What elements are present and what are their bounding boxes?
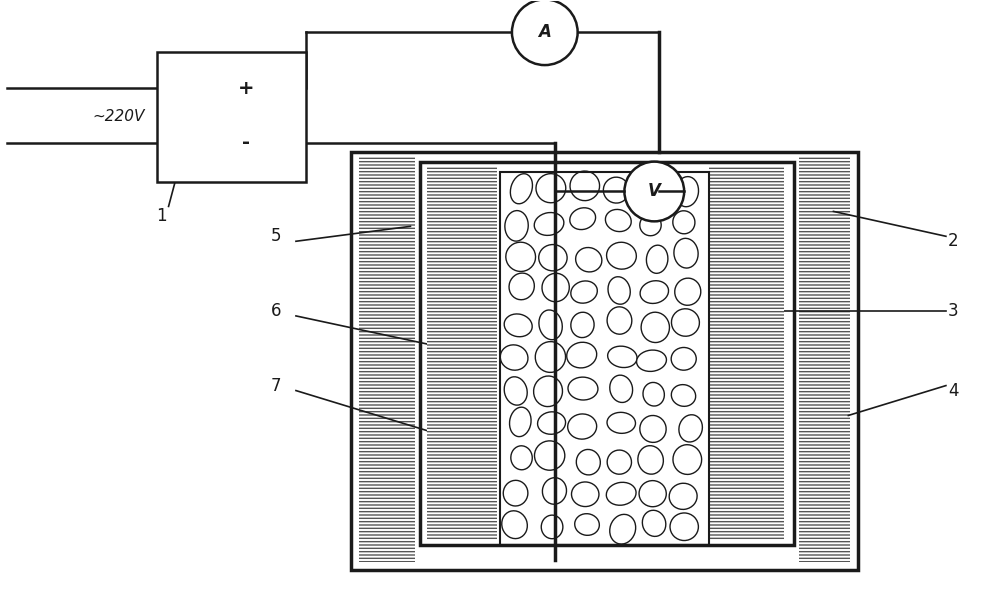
Ellipse shape xyxy=(605,209,631,232)
Ellipse shape xyxy=(675,176,699,207)
Bar xyxy=(709,167,784,540)
Ellipse shape xyxy=(640,215,661,236)
Ellipse shape xyxy=(567,342,597,368)
Ellipse shape xyxy=(576,247,602,272)
Ellipse shape xyxy=(638,446,663,474)
Ellipse shape xyxy=(500,345,528,370)
Ellipse shape xyxy=(607,450,631,474)
Ellipse shape xyxy=(538,412,566,434)
Ellipse shape xyxy=(568,377,598,400)
Text: 1: 1 xyxy=(156,207,167,225)
Ellipse shape xyxy=(534,376,562,406)
Ellipse shape xyxy=(504,314,532,337)
Text: 7: 7 xyxy=(271,377,281,395)
Ellipse shape xyxy=(642,510,666,536)
Ellipse shape xyxy=(608,346,637,368)
Text: 2: 2 xyxy=(948,232,959,250)
Ellipse shape xyxy=(671,384,696,406)
Ellipse shape xyxy=(575,514,599,535)
Text: +: + xyxy=(238,79,254,98)
Ellipse shape xyxy=(503,480,528,506)
Ellipse shape xyxy=(639,173,664,201)
Text: V: V xyxy=(648,182,661,200)
Ellipse shape xyxy=(509,273,534,300)
Ellipse shape xyxy=(673,445,702,474)
Ellipse shape xyxy=(675,278,701,305)
Ellipse shape xyxy=(536,173,566,203)
Circle shape xyxy=(512,0,578,65)
Ellipse shape xyxy=(534,213,564,235)
Ellipse shape xyxy=(641,312,669,343)
Ellipse shape xyxy=(640,415,666,442)
Circle shape xyxy=(624,162,684,221)
Ellipse shape xyxy=(669,483,697,510)
Ellipse shape xyxy=(607,307,632,334)
Ellipse shape xyxy=(640,281,669,303)
Ellipse shape xyxy=(541,515,563,539)
Text: -: - xyxy=(242,134,250,152)
Ellipse shape xyxy=(674,238,698,268)
Ellipse shape xyxy=(571,312,594,337)
Ellipse shape xyxy=(510,174,532,204)
Ellipse shape xyxy=(607,242,636,269)
Text: 3: 3 xyxy=(948,302,959,320)
Ellipse shape xyxy=(542,274,569,302)
Bar xyxy=(500,172,709,545)
Ellipse shape xyxy=(610,375,633,402)
Ellipse shape xyxy=(576,449,600,475)
Ellipse shape xyxy=(535,342,566,372)
Ellipse shape xyxy=(505,210,528,241)
Ellipse shape xyxy=(673,211,695,234)
Ellipse shape xyxy=(603,177,629,203)
Ellipse shape xyxy=(608,277,630,304)
Ellipse shape xyxy=(671,309,699,336)
Ellipse shape xyxy=(637,350,666,371)
Ellipse shape xyxy=(646,245,668,274)
Bar xyxy=(359,157,415,562)
Ellipse shape xyxy=(506,242,536,271)
Ellipse shape xyxy=(511,446,532,470)
Bar xyxy=(420,162,794,545)
Ellipse shape xyxy=(606,482,636,505)
Ellipse shape xyxy=(502,511,527,539)
Ellipse shape xyxy=(568,414,597,439)
Ellipse shape xyxy=(539,244,567,271)
Ellipse shape xyxy=(571,281,597,303)
Bar xyxy=(799,157,850,562)
Text: 6: 6 xyxy=(271,302,281,320)
Ellipse shape xyxy=(607,412,635,433)
Ellipse shape xyxy=(572,482,599,507)
Ellipse shape xyxy=(570,171,600,201)
Bar xyxy=(351,152,858,570)
Ellipse shape xyxy=(671,347,696,370)
Ellipse shape xyxy=(539,310,562,340)
Text: A: A xyxy=(538,23,551,41)
Ellipse shape xyxy=(504,377,527,405)
Text: ~220V: ~220V xyxy=(92,109,145,125)
Ellipse shape xyxy=(643,383,664,406)
Ellipse shape xyxy=(534,441,565,470)
Ellipse shape xyxy=(510,407,531,437)
Bar xyxy=(157,52,306,182)
Ellipse shape xyxy=(542,477,566,504)
Ellipse shape xyxy=(610,514,636,544)
Text: 4: 4 xyxy=(948,381,958,399)
Text: 5: 5 xyxy=(271,227,281,246)
Ellipse shape xyxy=(679,415,702,442)
Ellipse shape xyxy=(639,480,666,507)
Bar xyxy=(427,167,497,540)
Ellipse shape xyxy=(670,513,698,541)
Ellipse shape xyxy=(570,208,596,229)
